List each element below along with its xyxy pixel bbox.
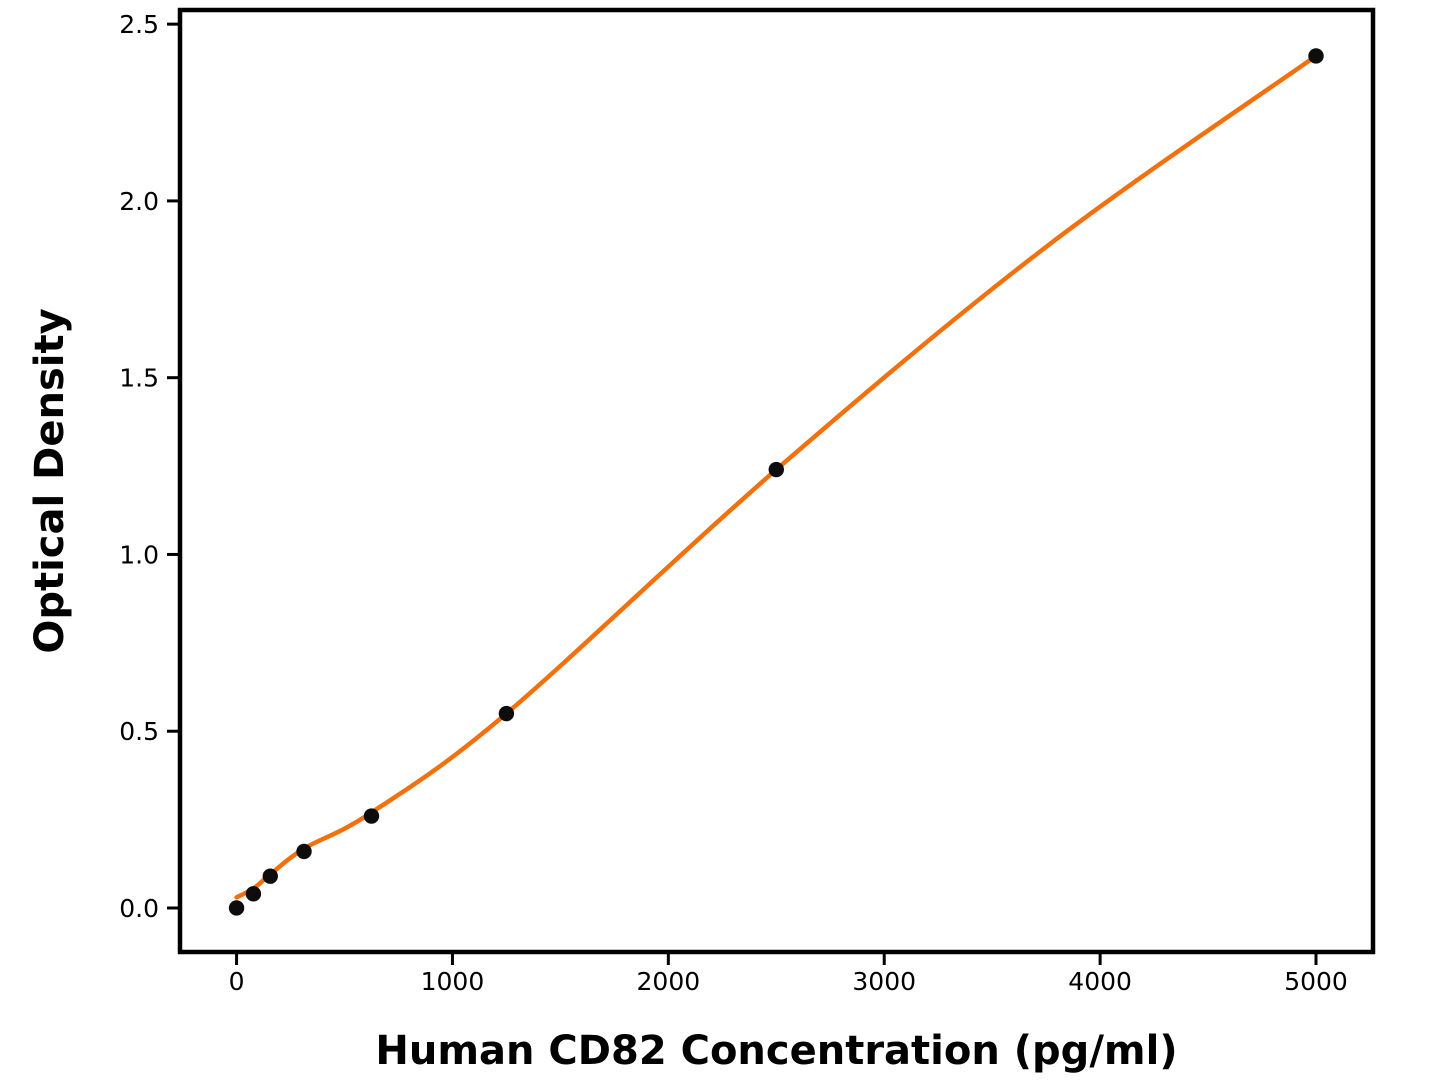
standard-data-point [262, 868, 278, 884]
standard-data-point [245, 886, 262, 902]
x-tick-label: 1000 [421, 967, 485, 996]
standard-data-point [1308, 48, 1324, 64]
x-tick-label: 0 [229, 967, 245, 996]
y-tick-label: 1.5 [119, 364, 159, 393]
x-tick-label: 4000 [1068, 967, 1132, 996]
plot-border [177, 7, 1376, 955]
y-tick-label: 2.0 [119, 187, 159, 216]
x-tick-label: 3000 [852, 967, 916, 996]
standard-data-point [296, 843, 312, 860]
y-axis-title: Optical Density [27, 308, 73, 653]
standard-data-point [498, 705, 515, 722]
y-tick-label: 0.0 [119, 894, 159, 923]
x-tick-label: 5000 [1284, 967, 1348, 996]
x-axis-title: Human CD82 Concentration (pg/ml) [375, 1028, 1177, 1074]
standard-data-point [768, 461, 784, 478]
standard-data-point [363, 808, 380, 824]
y-tick-label: 1.0 [119, 540, 159, 569]
y-tick-label: 2.5 [119, 10, 159, 39]
standard-data-point [228, 900, 245, 916]
x-tick-label: 2000 [637, 967, 701, 996]
y-tick-label: 0.5 [119, 717, 159, 746]
